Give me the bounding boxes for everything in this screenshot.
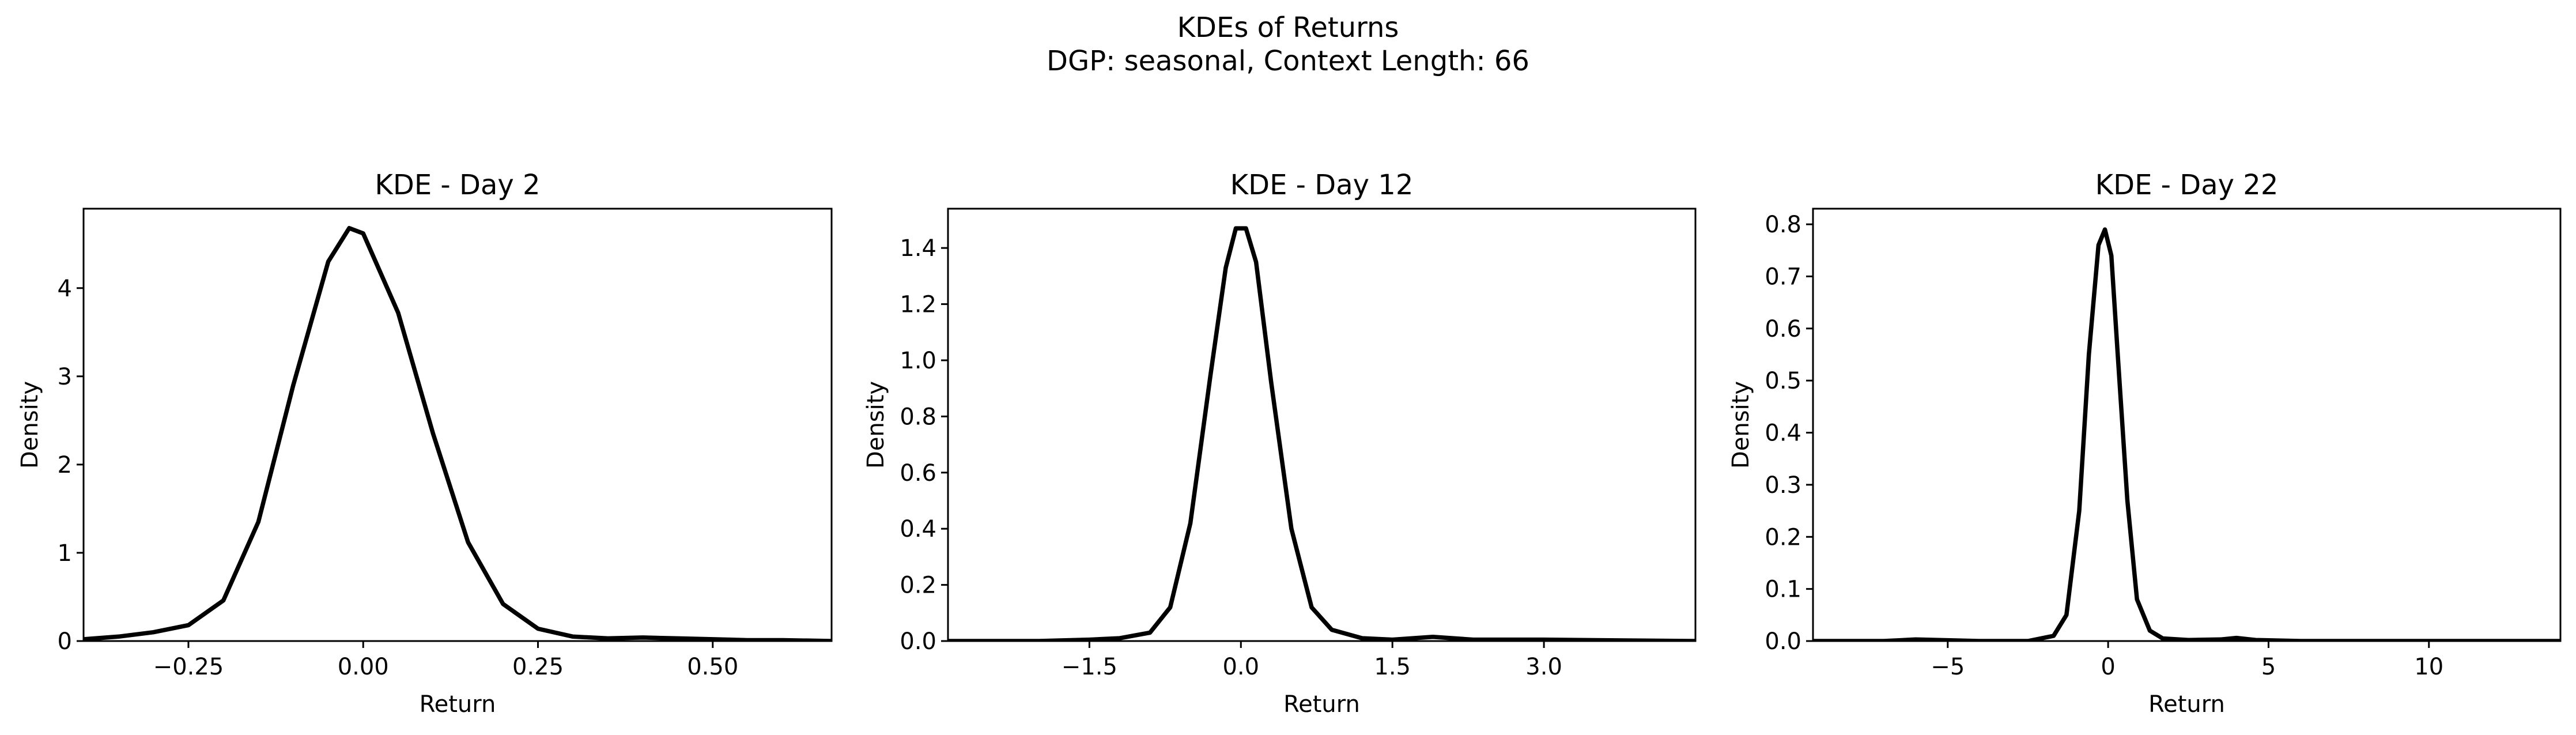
axes-frame [82, 208, 833, 642]
y-tick-label: 1.4 [900, 235, 936, 262]
y-tick-label: 1.2 [900, 292, 936, 318]
subplot-1: −0.25 0.00 0.25 0.50 0 1 2 3 4 KDE - Day 2 Return D… [17, 169, 833, 718]
y-tick-label: 0.3 [1765, 472, 1801, 499]
y-tick-label: 0.7 [1765, 263, 1801, 290]
x-tick-label: −0.25 [153, 654, 224, 680]
figure-title: KDEs of Returns [1177, 12, 1399, 44]
y-axis-label: Density [863, 381, 889, 469]
x-tick-label: 1.5 [1374, 654, 1411, 680]
y-tick-label: 2 [58, 452, 72, 478]
subplot-title: KDE - Day 22 [2095, 169, 2279, 201]
x-tick-label: 0.25 [512, 654, 564, 680]
x-tick-label: 0 [2101, 654, 2115, 680]
y-tick-label: 0.6 [900, 460, 936, 487]
y-axis-label: Density [1728, 381, 1754, 469]
y-tick-label: 3 [58, 364, 72, 390]
x-tick-label: 3.0 [1525, 654, 1562, 680]
figure-subtitle: DGP: seasonal, Context Length: 66 [1047, 45, 1529, 77]
kde-curve [84, 225, 832, 641]
y-axis-label: Density [17, 381, 43, 469]
x-axis-label: Return [1283, 691, 1360, 718]
y-tick-label: 0.4 [900, 516, 936, 542]
x-axis-label: Return [2148, 691, 2225, 718]
axes-frame [947, 208, 1697, 642]
x-tick-label: 10 [2414, 654, 2443, 680]
x-tick-label: −5 [1931, 654, 1965, 680]
y-tick-label: 0.0 [900, 628, 936, 655]
y-tick-label: 0.1 [1765, 576, 1801, 603]
y-tick-label: 0.6 [1765, 316, 1801, 342]
y-tick-label: 0.5 [1765, 368, 1801, 394]
y-tick-label: 0.0 [1765, 628, 1801, 655]
subplot-title: KDE - Day 12 [1230, 169, 1414, 201]
axes-frame [1812, 208, 2562, 642]
y-tick-label: 4 [58, 276, 72, 302]
subplot-3: −5 0 5 10 0.0 0.1 0.2 0.3 0.4 0.5 0.6 0.7 0.8 KDE - D… [1728, 169, 2562, 718]
x-axis-label: Return [420, 691, 496, 718]
y-tick-label: 0 [58, 628, 72, 655]
x-tick-label: −1.5 [1062, 654, 1117, 680]
y-tick-label: 0.4 [1765, 420, 1801, 447]
kde-curve [1813, 227, 2560, 641]
y-tick-label: 1.0 [900, 348, 936, 374]
y-tick-label: 0.2 [1765, 524, 1801, 551]
x-tick-label: 0.50 [687, 654, 738, 680]
x-tick-label: 0.00 [338, 654, 389, 680]
x-tick-label: 0.0 [1222, 654, 1259, 680]
y-tick-label: 0.8 [1765, 212, 1801, 238]
y-tick-label: 1 [58, 540, 72, 567]
y-tick-label: 0.8 [900, 404, 936, 430]
subplot-title: KDE - Day 2 [375, 169, 540, 201]
y-tick-label: 0.2 [900, 572, 936, 599]
x-tick-label: 5 [2261, 654, 2276, 680]
subplot-2: −1.5 0.0 1.5 3.0 0.0 0.2 0.4 0.6 0.8 1.0 1.2 1.4 KDE… [863, 169, 1697, 718]
kde-curve [948, 226, 1695, 641]
